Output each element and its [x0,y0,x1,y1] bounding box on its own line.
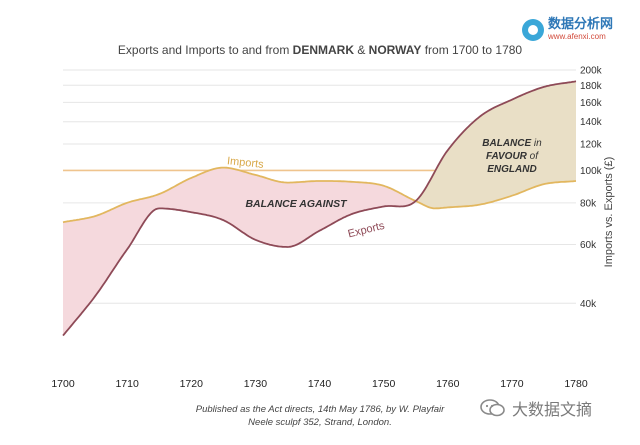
y-tick-label: 140k [580,117,603,128]
afenxi-logo: 数据分析网 www.afenxi.com [522,18,613,41]
caption-line: Neele sculpf 352, Strand, London. [248,417,392,428]
wechat-watermark: 大数据文摘 [480,396,592,420]
x-tick-label: 1710 [115,378,139,390]
logo-text: 数据分析网 [548,17,614,32]
balance-favour-bold: FAVOUR [486,151,528,162]
y-tick-label: 180k [580,81,603,92]
imports-label: Imports [226,155,264,171]
y-tick-label: 200k [580,66,603,77]
x-tick-label: 1740 [308,378,332,390]
x-tick-label: 1780 [564,378,588,390]
balance-favour-bold: BALANCE [482,138,531,149]
chart-title-part: NORWAY [369,43,422,57]
y-tick-label: 160k [580,98,603,109]
logo-url: www.afenxi.com [548,32,606,41]
balance-favour-label: ENGLAND [487,164,536,175]
chart-title-part: from 1700 to 1780 [421,43,522,57]
chart-title-part: Exports and Imports to and from [118,43,293,57]
exports-line [62,80,577,337]
logo-mark-icon [522,18,544,41]
caption-line: Published as the Act directs, 14th May 1… [196,404,445,415]
y-tick-label: 60k [580,240,597,251]
y-axis-label: Imports vs. Exports (£) [603,157,615,268]
imports-line [62,166,577,224]
chart-title-part: DENMARK [293,43,355,57]
chart-title-part: & [354,43,369,57]
balance-favour-label: BALANCE in [482,138,542,149]
y-tick-label: 80k [580,198,597,209]
y-tick-label: 100k [580,166,603,177]
y-tick-label: 40k [580,299,597,310]
x-tick-label: 1730 [244,378,268,390]
wechat-icon [480,399,505,417]
balance-favour-bold: ENGLAND [487,164,536,175]
balance-favour-plain: of [527,151,539,162]
exports-label: Exports [347,220,387,241]
y-tick-label: 120k [580,140,603,151]
chart-title: Exports and Imports to and from DENMARK … [118,43,523,57]
watermark-text: 大数据文摘 [512,400,593,419]
x-tick-label: 1700 [51,378,75,390]
x-tick-label: 1720 [180,378,204,390]
x-tick-label: 1750 [372,378,396,390]
x-tick-label: 1760 [436,378,460,390]
balance-favour-area [418,81,576,209]
x-tick-label: 1770 [500,378,524,390]
balance-against-label: BALANCE AGAINST [245,198,348,210]
balance-favour-label: FAVOUR of [486,151,539,162]
balance-against-area [63,167,419,336]
balance-favour-plain: in [531,138,542,149]
